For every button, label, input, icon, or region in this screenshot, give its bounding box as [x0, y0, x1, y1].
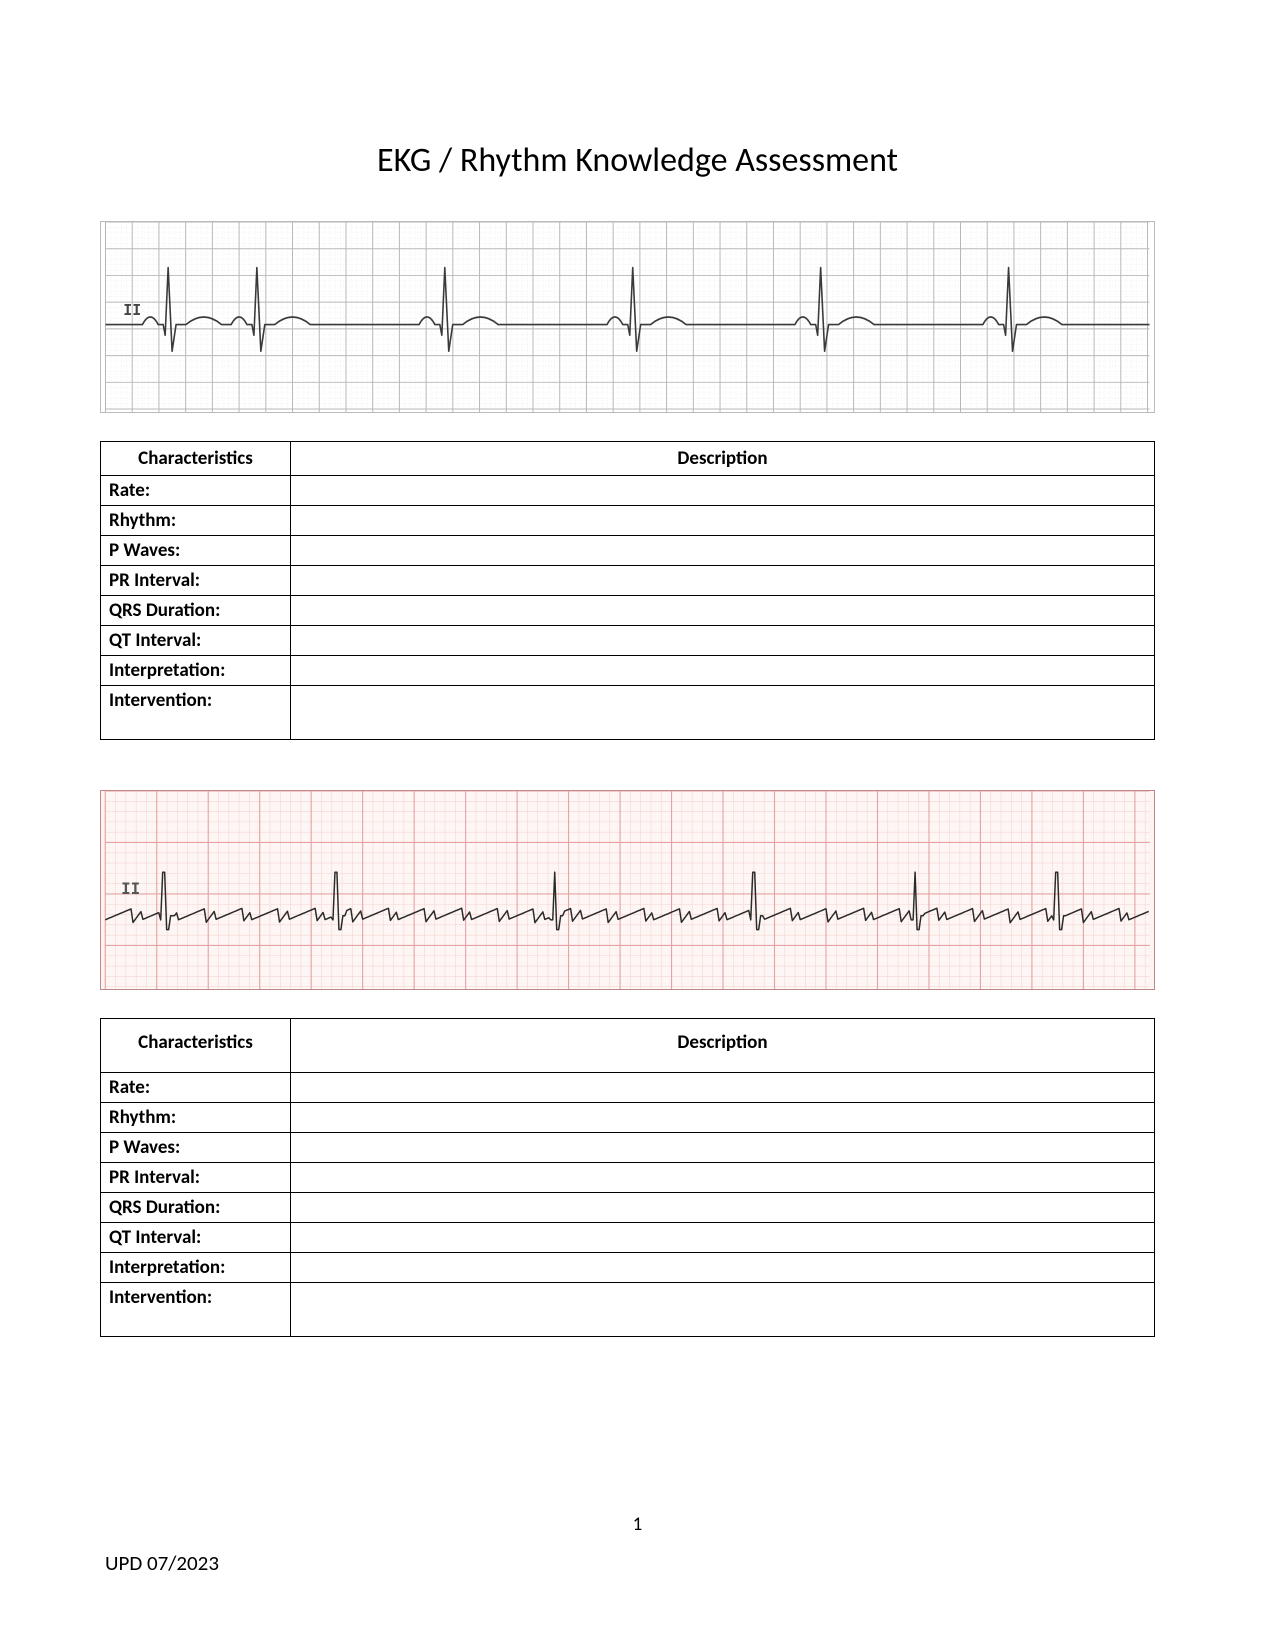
row-label: Rhythm:	[101, 1103, 291, 1133]
row-value	[291, 1283, 1155, 1337]
row-label: Interpretation:	[101, 656, 291, 686]
svg-text:II: II	[123, 302, 141, 319]
row-label: PR Interval:	[101, 1163, 291, 1193]
table2-header-characteristics: Characteristics	[101, 1019, 291, 1073]
page: EKG / Rhythm Knowledge Assessment II Cha…	[0, 0, 1275, 1651]
table-row: Interpretation:	[101, 656, 1155, 686]
characteristics-table-2: Characteristics Description Rate:Rhythm:…	[100, 1018, 1155, 1337]
row-value	[291, 1133, 1155, 1163]
updated-footer: UPD 07/2023	[105, 1550, 219, 1576]
table-row: Intervention:	[101, 686, 1155, 740]
row-value	[291, 686, 1155, 740]
table-row: P Waves:	[101, 1133, 1155, 1163]
table1-header-description: Description	[291, 442, 1155, 476]
row-label: Rate:	[101, 1073, 291, 1103]
row-label: QRS Duration:	[101, 596, 291, 626]
page-number: 1	[633, 1513, 643, 1536]
table-row: PR Interval:	[101, 1163, 1155, 1193]
row-label: P Waves:	[101, 1133, 291, 1163]
row-label: P Waves:	[101, 536, 291, 566]
page-title: EKG / Rhythm Knowledge Assessment	[100, 140, 1175, 181]
table-row: Rhythm:	[101, 506, 1155, 536]
row-label: Rate:	[101, 476, 291, 506]
row-value	[291, 1193, 1155, 1223]
row-label: QT Interval:	[101, 626, 291, 656]
table-row: QT Interval:	[101, 1223, 1155, 1253]
characteristics-table-1: Characteristics Description Rate:Rhythm:…	[100, 441, 1155, 740]
table-row: P Waves:	[101, 536, 1155, 566]
table-row: Rate:	[101, 1073, 1155, 1103]
row-value	[291, 596, 1155, 626]
row-label: QRS Duration:	[101, 1193, 291, 1223]
row-value	[291, 656, 1155, 686]
row-value	[291, 566, 1155, 596]
table-row: QRS Duration:	[101, 1193, 1155, 1223]
ekg-strip-1: II	[100, 221, 1155, 413]
row-value	[291, 1253, 1155, 1283]
row-value	[291, 506, 1155, 536]
ekg-strip-2: II	[100, 790, 1155, 990]
row-value	[291, 476, 1155, 506]
table-row: Intervention:	[101, 1283, 1155, 1337]
row-label: PR Interval:	[101, 566, 291, 596]
table1-header-characteristics: Characteristics	[101, 442, 291, 476]
row-label: QT Interval:	[101, 1223, 291, 1253]
row-label: Intervention:	[101, 686, 291, 740]
table-row: PR Interval:	[101, 566, 1155, 596]
row-value	[291, 536, 1155, 566]
table-row: Rhythm:	[101, 1103, 1155, 1133]
row-value	[291, 1223, 1155, 1253]
svg-text:II: II	[121, 879, 140, 898]
table-row: QRS Duration:	[101, 596, 1155, 626]
row-label: Rhythm:	[101, 506, 291, 536]
row-value	[291, 1073, 1155, 1103]
table-row: Interpretation:	[101, 1253, 1155, 1283]
row-value	[291, 1103, 1155, 1133]
row-label: Interpretation:	[101, 1253, 291, 1283]
table-row: QT Interval:	[101, 626, 1155, 656]
table-row: Rate:	[101, 476, 1155, 506]
row-value	[291, 1163, 1155, 1193]
table2-header-description: Description	[291, 1019, 1155, 1073]
row-value	[291, 626, 1155, 656]
row-label: Intervention:	[101, 1283, 291, 1337]
